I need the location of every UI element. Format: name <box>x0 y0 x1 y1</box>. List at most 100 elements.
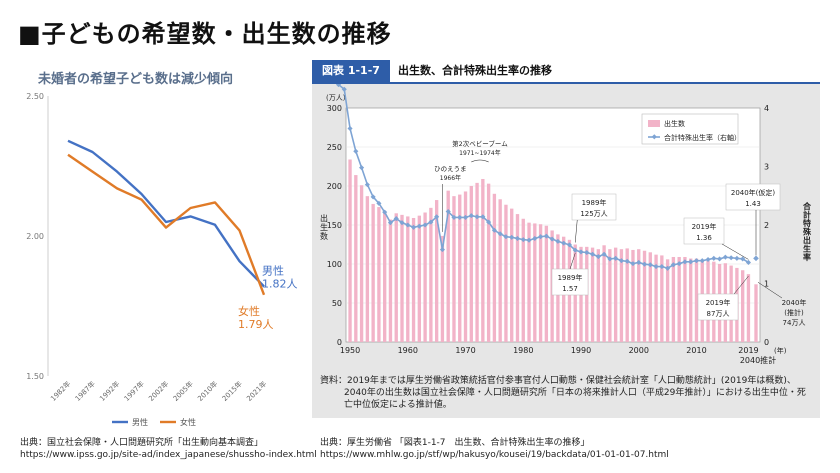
left-axis-tick: 300 <box>327 104 342 113</box>
right-figure-panel: 図表 1-1-7 出生数、合計特殊出生率の推移 0 50 100 150 200 250 3… <box>312 60 820 418</box>
legend-births-label: 出生数 <box>664 119 685 128</box>
birth-bar <box>694 258 699 342</box>
left-axis-unit: (万人) <box>326 94 346 102</box>
birth-bar <box>423 212 427 342</box>
birth-bar <box>383 211 387 342</box>
left-source: 出典：国立社会保障・人口問題研究所「出生動向基本調査」 https://www.… <box>20 437 317 461</box>
female-end-value: 1.79人 <box>238 318 274 331</box>
legend-male-label: 男性 <box>132 417 148 427</box>
birth-bar <box>446 190 450 342</box>
birth-bar <box>504 204 508 342</box>
birth-bar <box>654 254 658 342</box>
x-axis-unit: (年) <box>774 346 787 355</box>
rate-point <box>728 255 734 261</box>
birth-bar <box>515 214 520 342</box>
birth-bar <box>683 256 687 342</box>
x-axis-tick: 1960 <box>398 346 418 355</box>
note-line-2: 2040年の出生数は国立社会保障・人口問題研究所「日本の将来推計人口（平成29年… <box>344 388 806 398</box>
male-end-value: 1.82人 <box>262 277 298 290</box>
right-source-url[interactable]: https://www.mhlw.go.jp/stf/wp/hakusyo/ko… <box>320 450 669 460</box>
rate-point <box>474 214 480 220</box>
a2040-births-value: 74万人 <box>783 319 806 327</box>
left-source-url[interactable]: https://www.ipss.go.jp/site-ad/index_jap… <box>20 450 317 460</box>
male-series-line <box>67 139 265 288</box>
left-axis-tick: 200 <box>327 182 342 191</box>
rate-point <box>451 214 457 220</box>
birth-bar <box>475 182 479 342</box>
rate-point <box>434 214 440 220</box>
left-axis-label: 出生数 <box>320 213 329 241</box>
birth-bar <box>371 203 375 342</box>
rate-point <box>411 224 417 230</box>
x-axis-tick: 1950 <box>340 346 360 355</box>
a2040-births-year: 2040年 <box>782 298 807 307</box>
birth-bar <box>613 247 618 342</box>
a1989-births-box <box>571 193 617 221</box>
x-axis-tick: 1980 <box>513 346 533 355</box>
left-axis-tick: 100 <box>327 260 342 269</box>
a1989-rate-year: 1989年 <box>558 273 583 282</box>
a1989-births-value: 125万人 <box>580 210 607 218</box>
a2019-rate-leader <box>721 243 749 260</box>
birth-bar <box>527 222 531 342</box>
rate-point <box>468 213 474 219</box>
birth-bar <box>619 249 624 342</box>
birth-bar <box>538 224 543 342</box>
right-axis-tick: 3 <box>764 163 769 172</box>
birth-bar <box>671 256 676 342</box>
a2019-births-value: 87万人 <box>707 310 730 318</box>
projected-birth-bar <box>754 284 758 342</box>
rate-point <box>509 234 515 240</box>
birth-bar <box>481 178 485 342</box>
a2040-rate-box <box>725 183 781 211</box>
left-axis-tick: 0 <box>337 338 342 347</box>
rate-point <box>491 227 497 233</box>
rate-point <box>353 148 359 154</box>
a2019-births-leader <box>733 275 749 295</box>
left-x-tick: 1992年 <box>97 379 121 403</box>
female-series-line <box>67 153 266 296</box>
x-axis-tick: 1970 <box>455 346 475 355</box>
birth-bar <box>637 249 641 342</box>
a2040-births-tag: (推計) <box>784 308 804 317</box>
birth-bar <box>533 223 537 342</box>
x-axis-tick: 2019 <box>738 346 758 355</box>
left-source-text: 出典：国立社会保障・人口問題研究所「出生動向基本調査」 <box>20 438 264 448</box>
birth-bar <box>377 207 381 342</box>
boom-annotation-name: 第2次ベビーブーム <box>452 139 508 148</box>
birth-bar <box>486 183 491 342</box>
rate-point <box>480 214 486 220</box>
note-line-3: 亡中位仮定による推計値。 <box>344 400 452 410</box>
note-line-1: 資料：2019年までは厚生労働省政策統括官付参事官付人口動態・保健社会統計室「人… <box>320 376 796 386</box>
birth-bar <box>746 274 751 342</box>
a1989-births-year: 1989年 <box>582 198 607 207</box>
left-x-tick: 2005年 <box>171 379 195 403</box>
left-x-tick: 1997年 <box>122 379 146 403</box>
a2019-births-year: 2019年 <box>706 298 731 307</box>
hinoe-annotation-year: 1966年 <box>440 174 461 182</box>
birth-bar <box>463 191 468 342</box>
birth-bar <box>521 218 525 342</box>
birth-bar <box>625 248 629 342</box>
rate-point <box>439 247 445 253</box>
birth-bar <box>417 215 422 342</box>
rate-point <box>486 219 492 225</box>
birth-bar <box>590 247 595 342</box>
left-y-tick: 2.50 <box>26 92 44 101</box>
rate-point <box>636 259 642 265</box>
a2040-births-leader <box>757 282 783 299</box>
rate-point <box>740 256 746 262</box>
figure-header: 図表 1-1-7 出生数、合計特殊出生率の推移 <box>312 60 820 84</box>
male-end-label: 男性 <box>262 263 284 277</box>
birth-bar <box>458 194 462 342</box>
birth-bar <box>365 196 370 342</box>
birth-bar <box>631 249 635 342</box>
legend-female-label: 女性 <box>180 417 196 427</box>
left-x-tick: 1987年 <box>73 379 97 403</box>
legend-births-swatch <box>648 120 660 127</box>
left-axis-tick: 150 <box>327 221 342 230</box>
birth-bar <box>452 196 456 342</box>
birth-bar <box>602 245 606 342</box>
x-axis-tick: 2000 <box>629 346 649 355</box>
